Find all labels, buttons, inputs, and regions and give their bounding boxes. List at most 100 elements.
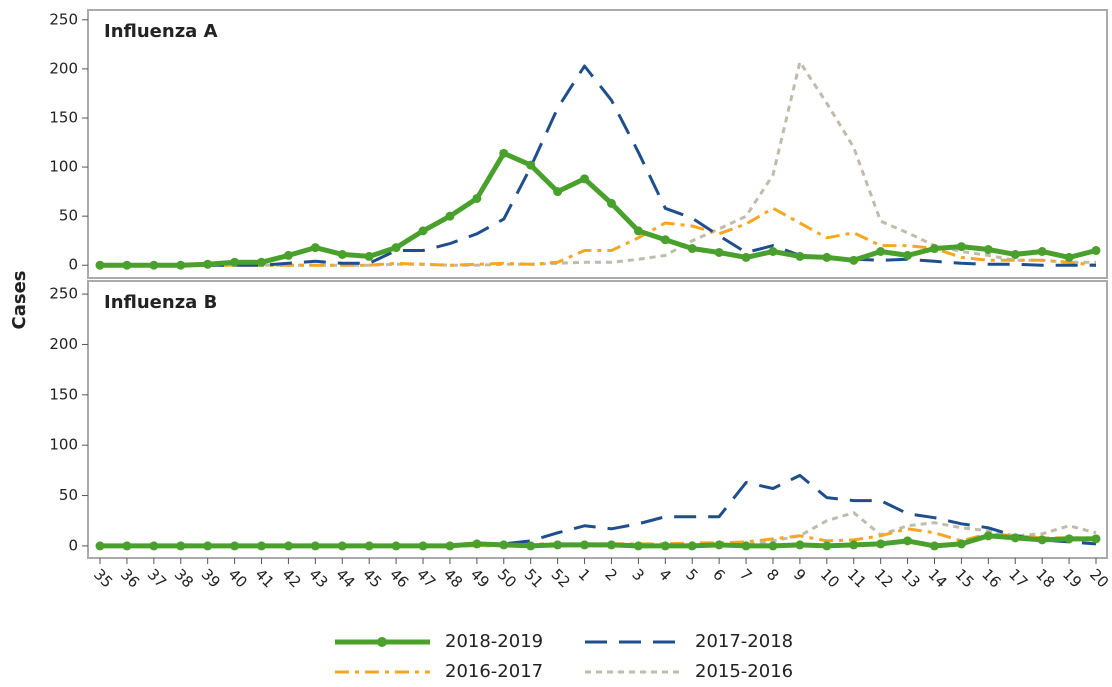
series-line bbox=[100, 511, 1097, 548]
y-tick-label: 250 bbox=[49, 285, 78, 303]
point bbox=[768, 541, 778, 551]
legend-marker bbox=[377, 637, 387, 647]
point bbox=[849, 540, 859, 550]
y-tick-label: 50 bbox=[59, 207, 78, 225]
point bbox=[876, 539, 886, 549]
point bbox=[230, 257, 240, 267]
point bbox=[472, 539, 482, 549]
x-tick-label: 36 bbox=[117, 565, 143, 591]
point bbox=[580, 540, 590, 550]
point bbox=[391, 243, 401, 253]
x-tick-label: 12 bbox=[871, 565, 897, 591]
point bbox=[310, 243, 320, 253]
x-tick-label: 20 bbox=[1086, 565, 1112, 591]
point bbox=[929, 541, 939, 551]
x-tick-label: 2 bbox=[601, 565, 620, 584]
y-axis-label: Cases bbox=[9, 271, 30, 330]
point bbox=[633, 541, 643, 551]
point bbox=[472, 193, 482, 203]
point bbox=[95, 260, 105, 270]
point bbox=[1010, 249, 1020, 259]
point bbox=[1037, 535, 1047, 545]
point bbox=[660, 541, 670, 551]
point bbox=[418, 541, 428, 551]
point bbox=[714, 540, 724, 550]
x-tick-label: 51 bbox=[521, 565, 547, 591]
point bbox=[768, 246, 778, 256]
panel-frame bbox=[87, 9, 1108, 279]
x-tick-label: 19 bbox=[1059, 565, 1085, 591]
series-line bbox=[100, 473, 1097, 548]
point bbox=[956, 539, 966, 549]
point bbox=[956, 242, 966, 252]
point bbox=[1037, 246, 1047, 256]
point bbox=[283, 541, 293, 551]
x-tick-label: 43 bbox=[305, 565, 331, 591]
series-line bbox=[100, 64, 1096, 267]
x-tick-label: 49 bbox=[467, 565, 493, 591]
x-tick-label: 6 bbox=[709, 565, 728, 584]
point bbox=[122, 260, 132, 270]
panel-frame bbox=[87, 280, 1108, 559]
point bbox=[660, 235, 670, 245]
point bbox=[822, 541, 832, 551]
point bbox=[553, 187, 563, 197]
y-tick-label: 150 bbox=[49, 385, 78, 403]
point bbox=[1064, 252, 1074, 262]
series-line bbox=[100, 527, 1096, 548]
x-tick-label: 46 bbox=[386, 565, 412, 591]
y-tick-label: 200 bbox=[49, 59, 78, 77]
point bbox=[1010, 533, 1020, 543]
point bbox=[553, 540, 563, 550]
point bbox=[929, 244, 939, 254]
point bbox=[983, 245, 993, 255]
point bbox=[337, 541, 347, 551]
point bbox=[741, 541, 751, 551]
y-tick-label: 150 bbox=[49, 108, 78, 126]
point bbox=[418, 226, 428, 236]
x-tick-label: 16 bbox=[978, 565, 1004, 591]
legend-label: 2016-2017 bbox=[445, 661, 543, 682]
x-tick-label: 48 bbox=[440, 565, 466, 591]
series-line bbox=[100, 150, 1097, 268]
point bbox=[687, 244, 697, 254]
x-tick-label: 44 bbox=[332, 565, 358, 591]
point bbox=[606, 540, 616, 550]
point bbox=[95, 541, 105, 551]
x-tick-label: 8 bbox=[763, 565, 782, 584]
point bbox=[445, 541, 455, 551]
series-line bbox=[100, 60, 1096, 267]
point bbox=[714, 247, 724, 257]
x-tick-label: 50 bbox=[494, 565, 520, 591]
point bbox=[795, 540, 805, 550]
x-tick-label: 14 bbox=[924, 565, 950, 591]
point bbox=[633, 226, 643, 236]
point bbox=[257, 257, 267, 267]
x-tick-label: 17 bbox=[1005, 565, 1031, 591]
legend-label: 2017-2018 bbox=[695, 631, 793, 652]
point bbox=[1091, 534, 1101, 544]
x-tick-label: 40 bbox=[225, 565, 251, 591]
point bbox=[391, 541, 401, 551]
series-line bbox=[100, 206, 1097, 267]
panel-title: Influenza B bbox=[104, 292, 217, 313]
y-tick-label: 250 bbox=[49, 10, 78, 28]
point bbox=[526, 541, 536, 551]
panel-title: Influenza A bbox=[104, 21, 218, 42]
point bbox=[687, 541, 697, 551]
x-tick-label: 1 bbox=[575, 565, 594, 584]
x-tick-label: 11 bbox=[844, 565, 870, 591]
point bbox=[606, 198, 616, 208]
x-tick-label: 35 bbox=[90, 565, 116, 591]
x-tick-label: 10 bbox=[817, 565, 843, 591]
point bbox=[741, 252, 751, 262]
point bbox=[822, 252, 832, 262]
legend-label: 2015-2016 bbox=[695, 661, 793, 682]
point bbox=[149, 260, 159, 270]
point bbox=[203, 541, 213, 551]
x-tick-label: 3 bbox=[628, 565, 647, 584]
point bbox=[203, 259, 213, 269]
x-tick-label: 4 bbox=[655, 565, 674, 584]
x-tick-label: 52 bbox=[548, 565, 574, 591]
y-tick-label: 100 bbox=[49, 436, 78, 454]
